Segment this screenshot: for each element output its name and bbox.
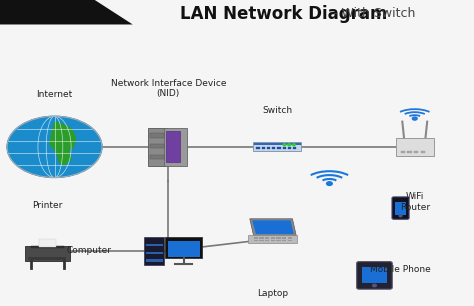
Text: WiFi
Router: WiFi Router bbox=[400, 192, 430, 212]
Circle shape bbox=[288, 144, 291, 146]
Bar bbox=[276, 240, 281, 241]
Bar bbox=[276, 237, 281, 239]
Text: Switch: Switch bbox=[262, 106, 292, 115]
FancyBboxPatch shape bbox=[164, 128, 186, 166]
Text: LAN Network Diagram: LAN Network Diagram bbox=[180, 5, 387, 23]
Bar bbox=[277, 147, 281, 149]
Text: Printer: Printer bbox=[32, 200, 63, 210]
Bar bbox=[259, 237, 264, 239]
Circle shape bbox=[283, 144, 286, 146]
Bar bbox=[283, 147, 286, 149]
Bar bbox=[288, 147, 291, 149]
Bar bbox=[151, 144, 164, 148]
FancyBboxPatch shape bbox=[25, 247, 70, 261]
Circle shape bbox=[7, 116, 102, 177]
Bar bbox=[421, 151, 425, 154]
FancyBboxPatch shape bbox=[253, 142, 301, 151]
Text: Computer: Computer bbox=[66, 246, 111, 256]
Circle shape bbox=[412, 117, 417, 120]
Text: - With Switch: - With Switch bbox=[329, 7, 416, 20]
Bar bbox=[254, 237, 258, 239]
Bar bbox=[271, 237, 275, 239]
Bar bbox=[39, 239, 56, 247]
Bar bbox=[282, 237, 286, 239]
Circle shape bbox=[327, 182, 332, 185]
Bar bbox=[265, 240, 269, 241]
Polygon shape bbox=[50, 122, 76, 165]
Bar bbox=[288, 240, 292, 241]
Bar bbox=[262, 147, 265, 149]
Bar bbox=[254, 143, 301, 145]
FancyBboxPatch shape bbox=[148, 128, 167, 166]
FancyBboxPatch shape bbox=[392, 197, 409, 219]
FancyBboxPatch shape bbox=[165, 237, 202, 258]
Bar bbox=[146, 244, 163, 246]
Bar bbox=[414, 151, 419, 154]
Text: Network Interface Device
(NID): Network Interface Device (NID) bbox=[110, 79, 226, 99]
Bar bbox=[146, 252, 163, 254]
Bar bbox=[282, 240, 286, 241]
FancyBboxPatch shape bbox=[248, 235, 297, 243]
FancyBboxPatch shape bbox=[395, 202, 406, 215]
Polygon shape bbox=[250, 219, 296, 236]
Bar bbox=[272, 147, 275, 149]
Bar bbox=[288, 237, 292, 239]
Circle shape bbox=[399, 215, 402, 217]
Bar bbox=[267, 147, 270, 149]
Text: Laptop: Laptop bbox=[257, 289, 288, 298]
Bar bbox=[254, 240, 258, 241]
Circle shape bbox=[292, 144, 295, 146]
Bar bbox=[407, 151, 411, 154]
Bar bbox=[31, 245, 64, 248]
Bar bbox=[271, 240, 275, 241]
FancyBboxPatch shape bbox=[166, 131, 180, 162]
FancyBboxPatch shape bbox=[395, 138, 434, 156]
Text: Internet: Internet bbox=[36, 90, 73, 99]
Polygon shape bbox=[0, 0, 133, 24]
FancyBboxPatch shape bbox=[168, 241, 200, 256]
FancyBboxPatch shape bbox=[356, 262, 392, 289]
Text: Mobile Phone: Mobile Phone bbox=[370, 265, 431, 274]
Bar bbox=[265, 237, 269, 239]
Polygon shape bbox=[252, 220, 294, 234]
FancyBboxPatch shape bbox=[362, 267, 387, 283]
Bar bbox=[28, 256, 66, 260]
Bar bbox=[146, 259, 163, 262]
Circle shape bbox=[373, 284, 376, 287]
Bar bbox=[151, 133, 164, 138]
Bar bbox=[401, 151, 405, 154]
Bar bbox=[256, 147, 260, 149]
Bar bbox=[151, 155, 164, 159]
FancyBboxPatch shape bbox=[144, 237, 164, 265]
Bar bbox=[293, 147, 296, 149]
Bar bbox=[259, 240, 264, 241]
